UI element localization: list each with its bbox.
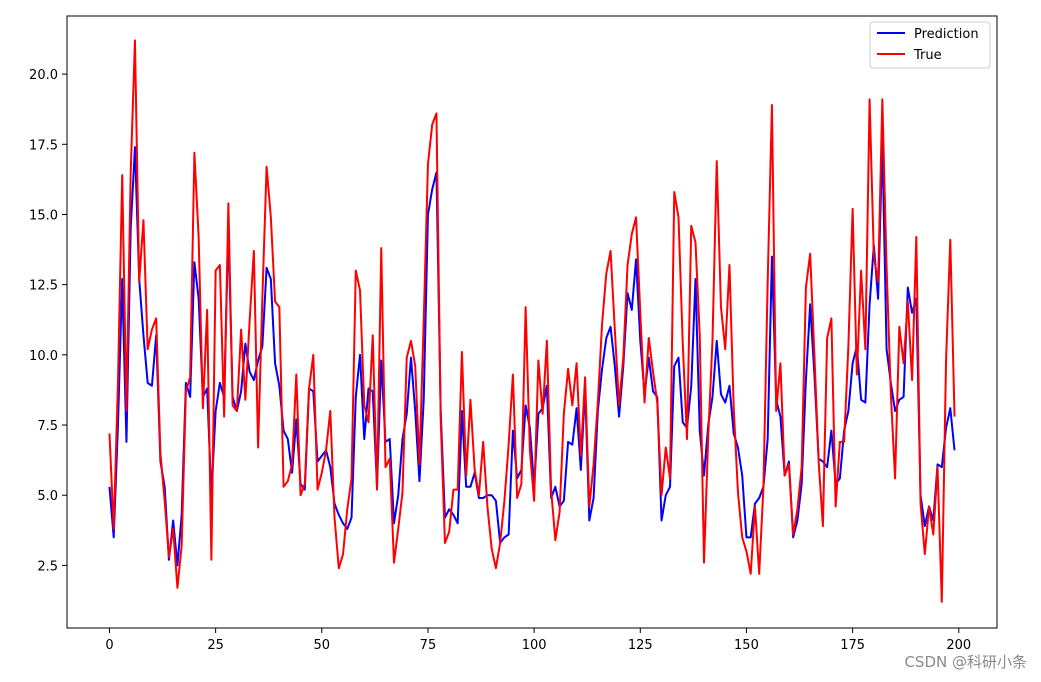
y-tick-label: 10.0: [29, 349, 58, 364]
watermark: CSDN @科研小条: [904, 653, 1027, 671]
legend-label-prediction: Prediction: [914, 27, 979, 42]
series-line-prediction: [108, 140, 956, 567]
x-tick-label: 0: [105, 638, 113, 653]
x-tick-label: 200: [946, 638, 971, 653]
x-tick-label: 50: [314, 638, 331, 653]
y-tick-label: 7.5: [37, 419, 58, 434]
y-tick-label: 17.5: [29, 138, 58, 153]
y-axis: 2.5 5.0 7.5 10.0 12.5 15.0 17.5 20.0: [29, 68, 67, 574]
x-tick-label: 100: [522, 638, 547, 653]
y-tick-label: 2.5: [37, 559, 58, 574]
y-tick-label: 20.0: [29, 68, 58, 83]
y-tick-label: 12.5: [29, 279, 58, 294]
plot-frame: [66, 15, 998, 629]
legend-label-true: True: [913, 48, 942, 63]
plot-lines: [108, 39, 956, 603]
x-tick-label: 25: [207, 638, 224, 653]
series-line-true: [108, 39, 956, 603]
y-tick-label: 5.0: [37, 489, 58, 504]
legend: Prediction True: [869, 21, 991, 69]
x-tick-label: 75: [420, 638, 437, 653]
y-tick-label: 15.0: [29, 208, 58, 223]
x-tick-label: 175: [840, 638, 865, 653]
x-tick-label: 150: [734, 638, 759, 653]
x-tick-label: 125: [628, 638, 653, 653]
x-axis: 0 25 50 75 100 125 150 175 200: [105, 628, 971, 653]
